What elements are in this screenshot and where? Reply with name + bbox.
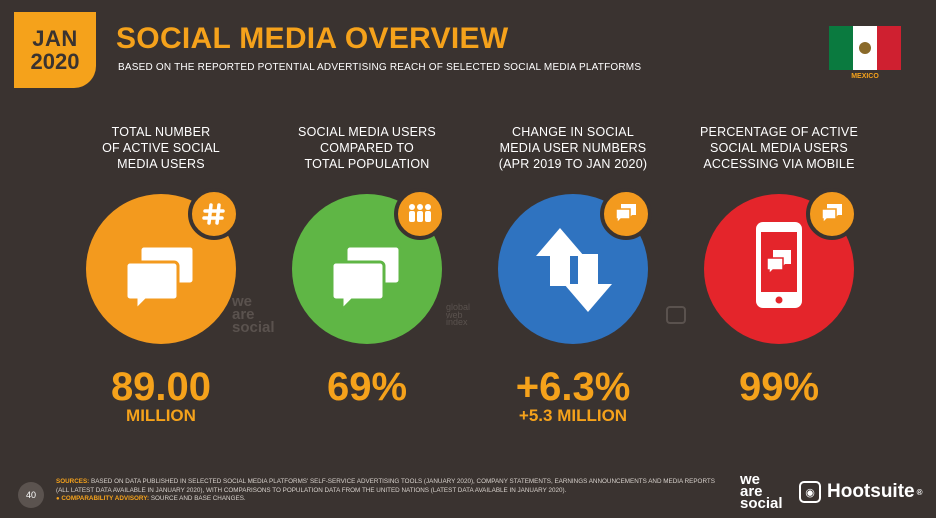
globalwebindex-watermark: global web index [446,302,471,328]
page-number: 40 [18,482,44,508]
up-down-arrows-icon [536,228,612,312]
mexico-flag-icon [829,26,901,70]
stat-value-mobile-access: 99% [738,365,820,409]
stat-user-change: CHANGE IN SOCIAL MEDIA USER NUMBERS (APR… [478,124,668,344]
smartphone-icon [756,222,802,308]
page-subtitle: BASED ON THE REPORTED POTENTIAL ADVERTIS… [118,62,642,73]
speech-bubbles-icon [124,244,196,314]
date-badge: JAN 2020 [14,12,96,88]
footer-sources: SOURCES: BASED ON DATA PUBLISHED IN SELE… [56,478,715,503]
hootsuite-owl-watermark [666,306,686,324]
date-year: 2020 [30,49,80,74]
stat-vs-population: SOCIAL MEDIA USERS COMPARED TO TOTAL POP… [272,124,462,344]
stat-heading: PERCENTAGE OF ACTIVE SOCIAL MEDIA USERS … [700,125,858,171]
chat-icon [806,188,858,240]
stat-value-total-users: 89.00 [110,365,212,409]
country-label: MEXICO [851,73,879,80]
we-are-social-logo: we are social [740,471,783,512]
red-circle [704,188,858,344]
comparability-advisory: ● COMPARABILITY ADVISORY: [56,495,150,503]
blue-circle [498,188,652,344]
stat-total-users: TOTAL NUMBER OF ACTIVE SOCIAL MEDIA USER… [66,124,256,344]
stat-heading: SOCIAL MEDIA USERS COMPARED TO TOTAL POP… [298,125,436,171]
stat-sub-total-users: MILLION [126,406,196,425]
date-month: JAN [32,25,78,51]
stat-sub-user-change: +5.3 MILLION [518,406,628,425]
stat-mobile-access: PERCENTAGE OF ACTIVE SOCIAL MEDIA USERS … [684,124,874,344]
stat-value-user-change: +6.3% [515,365,631,409]
we-are-social-watermark: we are social [232,293,275,336]
hootsuite-logo: ◉ Hootsuite ® [799,481,923,503]
people-icon [394,188,446,240]
stat-heading: CHANGE IN SOCIAL MEDIA USER NUMBERS (APR… [498,125,648,171]
owl-icon: ◉ [799,481,821,503]
speech-bubbles-icon [330,244,402,314]
hashtag-icon [188,188,240,240]
page-title: SOCIAL MEDIA OVERVIEW [116,22,509,55]
green-circle [292,188,446,344]
stat-value-vs-population: 69% [326,365,408,409]
orange-circle [86,188,240,344]
stat-heading: TOTAL NUMBER OF ACTIVE SOCIAL MEDIA USER… [102,125,220,171]
chat-icon [600,188,652,240]
